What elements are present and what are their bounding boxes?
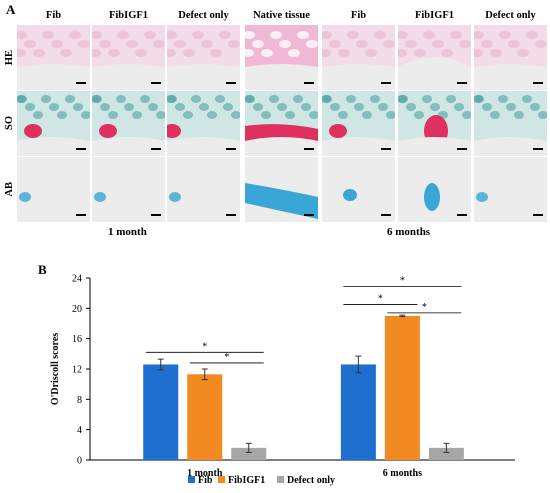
bar-defect-only: [231, 447, 267, 460]
scale-bar: [226, 82, 236, 84]
histology-tile: [245, 91, 318, 156]
scale-bar: [76, 214, 86, 216]
histology-tile: [245, 25, 318, 90]
histology-tile: [322, 91, 395, 156]
significance-star: *: [400, 275, 405, 286]
scale-bar: [76, 148, 86, 150]
row-header: HE: [4, 50, 15, 66]
row-header: AB: [4, 182, 15, 197]
histology-tile: [322, 157, 395, 222]
scale-bar: [304, 214, 314, 216]
legend-label: Fib: [198, 475, 213, 486]
legend-swatch: [218, 476, 225, 483]
y-tick-label: 0: [77, 456, 82, 467]
histology-tile: [398, 91, 471, 156]
scale-bar: [381, 82, 391, 84]
histology-tile: [92, 157, 165, 222]
y-tick-label: 8: [77, 395, 82, 406]
scale-bar: [381, 148, 391, 150]
scale-bar: [457, 148, 467, 150]
panel-a-label: A: [6, 2, 16, 17]
histology-tile: [167, 91, 240, 156]
histology-tile: [245, 157, 318, 222]
bar-chart: 0 4 8 12 16 20 24 O'Driscoll scores 1 month 6 mon…: [50, 274, 515, 486]
column-header: Defect only: [485, 10, 536, 21]
legend-label: FibIGF1: [228, 475, 265, 486]
scale-bar: [151, 148, 161, 150]
significance-star: *: [422, 302, 427, 313]
histology-tile: [92, 25, 165, 90]
row-header: SO: [4, 116, 15, 131]
bar-fib: [143, 364, 179, 460]
column-header: Fib: [45, 10, 62, 21]
scale-bar: [76, 82, 86, 84]
scale-bar: [151, 82, 161, 84]
bar-fib: [340, 364, 376, 460]
chart-bars: [143, 314, 464, 460]
scale-bar: [381, 214, 391, 216]
histology-tile: [322, 25, 395, 90]
column-header: Native tissue: [253, 10, 310, 21]
legend-swatch: [188, 476, 195, 483]
x-category-label: 6 months: [383, 468, 422, 479]
significance-brackets: * * * * *: [145, 275, 462, 364]
timepoint-label-1-month: 1 month: [108, 226, 147, 238]
bar-defect-only: [428, 447, 464, 460]
histology-tile: [474, 157, 547, 222]
y-tick-label: 4: [77, 425, 82, 436]
histology-tile: [92, 91, 165, 156]
significance-star: *: [202, 341, 207, 352]
y-tick-label: 16: [72, 334, 82, 345]
legend-swatch: [277, 476, 284, 483]
scale-bar: [533, 148, 543, 150]
histology-tile: [398, 25, 471, 90]
histology-tile: [167, 25, 240, 90]
column-header: Defect only: [178, 10, 229, 21]
scale-bar: [304, 82, 314, 84]
significance-star: *: [378, 294, 383, 305]
scale-bar: [151, 214, 161, 216]
histology-tile: [17, 157, 90, 222]
histology-tile: [17, 91, 90, 156]
y-tick-label: 20: [72, 304, 82, 315]
x-category-label: 1 month: [187, 468, 223, 479]
column-header: Fib: [350, 10, 367, 21]
column-header: FibIGF1: [414, 10, 455, 21]
histology-tile: [17, 25, 90, 90]
y-tick-label: 24: [72, 274, 82, 285]
panel-b-label: B: [38, 262, 47, 277]
scale-bar: [457, 82, 467, 84]
scale-bar: [226, 148, 236, 150]
bar-fibigf1: [384, 315, 420, 460]
y-tick-label: 12: [72, 365, 82, 376]
timepoint-label-6-months: 6 months: [387, 226, 431, 238]
scale-bar: [457, 214, 467, 216]
scale-bar: [226, 214, 236, 216]
histology-tile: [398, 157, 471, 222]
column-header: FibIGF1: [108, 10, 149, 21]
scale-bar: [533, 214, 543, 216]
legend-label: Defect only: [287, 475, 335, 486]
significance-star: *: [224, 352, 229, 363]
bar-fibigf1: [187, 374, 223, 460]
scale-bar: [533, 82, 543, 84]
histology-tile: [474, 25, 547, 90]
chart-legend: Fib FibIGF1 Defect only: [188, 475, 335, 486]
y-axis-title: O'Driscoll scores: [50, 333, 61, 405]
histology-tile: [167, 157, 240, 222]
histology-tile: [474, 91, 547, 156]
scale-bar: [304, 148, 314, 150]
